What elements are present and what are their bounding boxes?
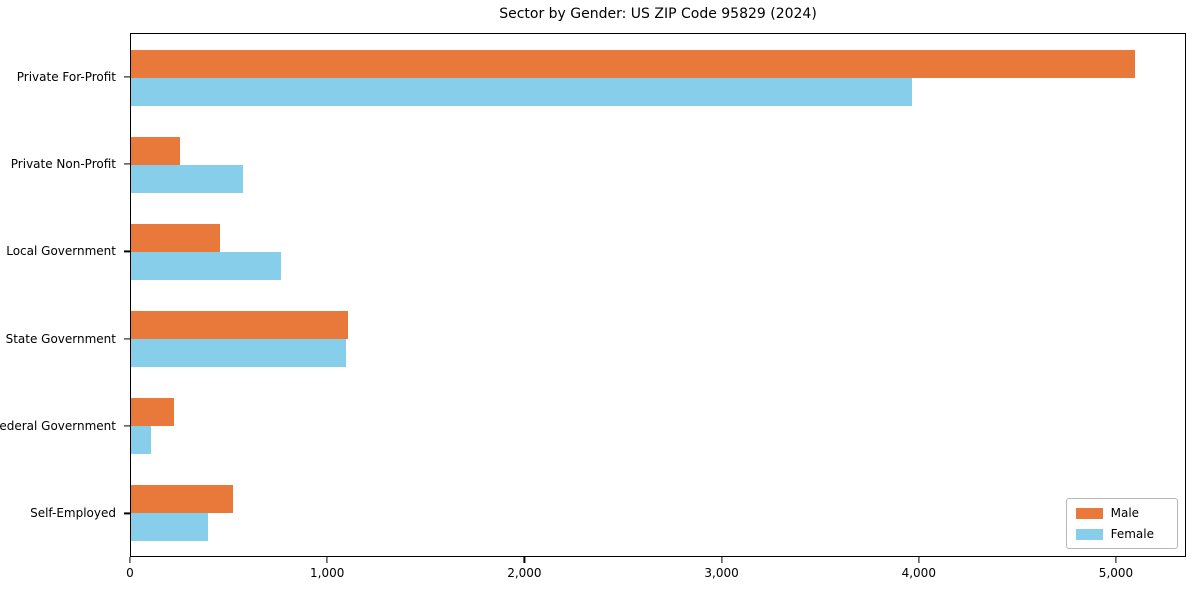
x-tick-label: 3,000	[704, 566, 739, 580]
female-bar	[131, 512, 208, 541]
female-bar	[131, 425, 151, 454]
y-tick-mark	[124, 512, 130, 514]
legend-item: Male	[1075, 506, 1168, 520]
bar-row	[131, 382, 1185, 469]
male-bar	[131, 310, 348, 339]
x-axis-ticks: 0 1,000 2,000 3,000 4,000 5,000	[126, 557, 1186, 587]
male-bar	[131, 223, 220, 252]
female-bar	[131, 77, 913, 106]
y-tick-mark	[124, 338, 130, 340]
female-bar	[131, 164, 244, 193]
bar-row	[131, 208, 1185, 295]
x-tick-mark	[523, 557, 525, 563]
legend-label: Female	[1110, 527, 1154, 541]
female-bar	[131, 251, 281, 280]
legend-label: Male	[1110, 506, 1140, 520]
x-tick-mark	[721, 557, 723, 563]
y-tick-mark	[124, 163, 130, 165]
x-tick-label: 0	[126, 566, 134, 580]
x-tick-label: 4,000	[901, 566, 936, 580]
x-tick-mark	[918, 557, 920, 563]
legend-item: Female	[1075, 527, 1168, 541]
y-axis-labels: Private For-Profit Private Non-Profit Loca…	[0, 33, 130, 557]
male-bar	[131, 49, 1135, 78]
x-tick-label: 5,000	[1098, 566, 1134, 580]
y-tick-mark	[124, 76, 130, 78]
y-category-label: Federal Government	[0, 419, 116, 433]
bar-row	[131, 469, 1185, 556]
bar-row	[131, 34, 1185, 121]
bar-row	[131, 121, 1185, 208]
y-category-label: Self-Employed	[30, 506, 116, 521]
x-tick-mark	[1115, 557, 1117, 563]
y-tick-mark	[124, 250, 130, 252]
y-category-label: State Government	[5, 331, 116, 346]
male-bar	[131, 397, 175, 426]
chart-title: Sector by Gender: US ZIP Code 95829 (202…	[499, 6, 817, 22]
male-bar	[131, 484, 234, 513]
y-tick-mark	[124, 425, 130, 427]
y-category-label: Private For-Profit	[16, 69, 116, 84]
x-tick-label: 1,000	[310, 566, 345, 580]
male-legend-swatch	[1075, 507, 1103, 519]
female-legend-swatch	[1075, 528, 1103, 540]
female-bar	[131, 338, 346, 367]
x-tick-label: 2,000	[507, 566, 542, 580]
x-tick-mark	[326, 557, 328, 563]
y-category-label: Private Non-Profit	[10, 157, 116, 171]
y-category-label: Local Government	[6, 244, 116, 259]
legend: Male Female	[1065, 498, 1178, 549]
bar-row	[131, 295, 1185, 382]
male-bar	[131, 136, 181, 165]
plot-area: Male Female	[130, 33, 1186, 557]
x-tick-mark	[129, 557, 131, 563]
bar-rows	[131, 34, 1185, 556]
